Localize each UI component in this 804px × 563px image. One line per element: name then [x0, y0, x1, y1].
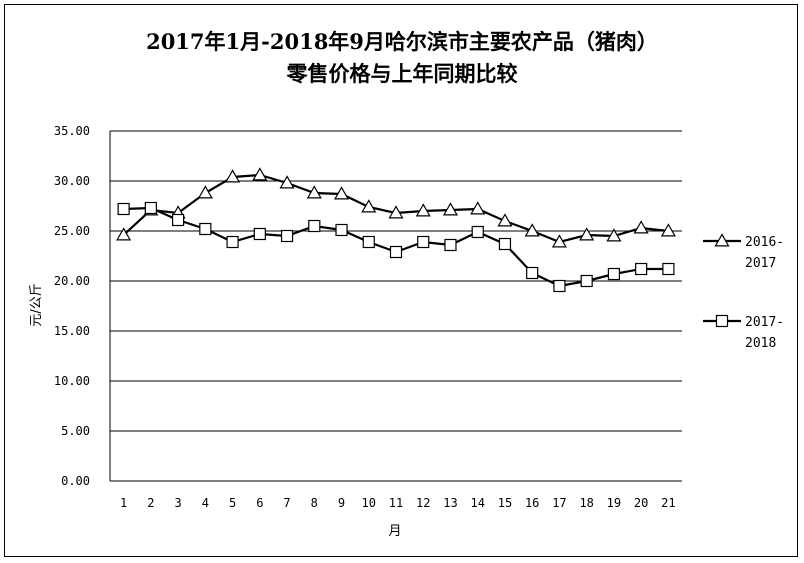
square-marker — [226, 235, 239, 249]
x-tick-label: 15 — [498, 496, 512, 510]
gridlines — [109, 130, 682, 482]
square-marker — [553, 279, 566, 293]
legend-item-2: 2017- 2018 — [703, 314, 784, 351]
x-tick-label: 2 — [147, 496, 154, 510]
square-marker — [144, 201, 157, 215]
triangle-marker — [497, 213, 513, 227]
legend-marker — [714, 233, 730, 247]
x-tick-label: 13 — [443, 496, 457, 510]
triangle-marker — [579, 227, 595, 241]
triangle-marker — [660, 223, 676, 237]
x-tick-label: 17 — [552, 496, 566, 510]
x-tick-label: 21 — [661, 496, 675, 510]
triangle-marker — [197, 185, 213, 199]
chart-title-line1: 2017年1月-2018年9月哈尔滨市主要农产品（猪肉） — [146, 29, 658, 54]
y-tick-labels: 0.00 5.00 10.00 15.00 20.00 25.00 30.00 35.00 — [54, 124, 90, 488]
x-tick-label: 5 — [229, 496, 236, 510]
triangle-marker — [361, 199, 377, 213]
square-marker — [607, 267, 621, 281]
square-marker — [526, 266, 539, 280]
y-tick-label: 35.00 — [54, 124, 90, 138]
series-2 — [117, 201, 675, 293]
x-tick-label: 10 — [362, 496, 376, 510]
square-marker — [362, 235, 375, 249]
y-axis-label: 元/公斤 — [29, 283, 44, 326]
square-marker — [253, 227, 266, 241]
y-tick-label: 20.00 — [54, 274, 90, 288]
x-tick-label: 1 — [120, 496, 127, 510]
triangle-marker — [252, 167, 268, 181]
series-1 — [116, 167, 676, 248]
square-marker — [117, 202, 130, 216]
triangle-marker — [279, 175, 295, 189]
legend: 2016- 2017 2017- 2018 — [703, 233, 784, 351]
triangle-marker — [116, 227, 132, 241]
legend-marker — [715, 314, 729, 328]
x-tick-label: 19 — [607, 496, 621, 510]
triangle-marker — [606, 228, 622, 242]
x-axis-label: 月 — [388, 524, 401, 539]
triangle-marker — [225, 169, 241, 183]
x-tick-label: 8 — [311, 496, 318, 510]
x-tick-label: 12 — [416, 496, 430, 510]
x-tick-label: 3 — [174, 496, 181, 510]
legend-label-line2: 2017 — [745, 256, 776, 271]
square-marker — [308, 219, 321, 233]
legend-item-1: 2016- 2017 — [703, 233, 784, 271]
triangle-marker — [470, 201, 486, 215]
triangle-marker — [524, 223, 540, 237]
y-tick-label: 0.00 — [61, 474, 90, 488]
square-marker — [498, 237, 512, 251]
x-tick-label: 4 — [202, 496, 209, 510]
square-marker — [471, 225, 484, 239]
square-marker — [580, 274, 593, 288]
x-tick-label: 14 — [470, 496, 484, 510]
triangle-marker — [633, 220, 649, 234]
y-tick-label: 30.00 — [54, 174, 90, 188]
triangle-marker — [442, 202, 459, 216]
square-marker — [280, 229, 294, 243]
triangle-marker — [333, 186, 350, 200]
legend-label-line1: 2016- — [745, 235, 784, 250]
legend-label-line2: 2018 — [745, 336, 776, 351]
x-tick-label: 18 — [579, 496, 593, 510]
square-marker — [199, 222, 212, 236]
square-marker — [662, 262, 675, 276]
y-tick-label: 10.00 — [54, 374, 90, 388]
y-tick-label: 25.00 — [54, 224, 90, 238]
chart-frame — [4, 4, 798, 557]
chart-title-line2: 零售价格与上年同期比较 — [286, 61, 518, 86]
x-tick-label: 9 — [338, 496, 345, 510]
series-group — [116, 167, 676, 293]
x-tick-labels: 1 2 3 4 5 6 7 8 9 10 11 12 13 14 15 16 17 18 19 20 21 — [120, 496, 676, 510]
x-tick-label: 16 — [525, 496, 539, 510]
triangle-marker — [388, 205, 404, 219]
triangle-marker — [551, 234, 567, 248]
y-tick-label: 15.00 — [54, 324, 90, 338]
legend-label-line1: 2017- — [745, 315, 784, 330]
square-marker — [171, 213, 185, 227]
x-tick-label: 20 — [634, 496, 648, 510]
y-tick-label: 5.00 — [61, 424, 90, 438]
square-marker — [444, 238, 457, 252]
square-marker — [389, 245, 403, 259]
x-tick-label: 7 — [283, 496, 290, 510]
square-marker — [335, 223, 348, 237]
triangle-marker — [415, 203, 431, 217]
x-tick-label: 11 — [389, 496, 403, 510]
square-marker — [417, 235, 430, 249]
x-tick-label: 6 — [256, 496, 263, 510]
triangle-marker — [306, 185, 322, 199]
square-marker — [635, 262, 648, 276]
